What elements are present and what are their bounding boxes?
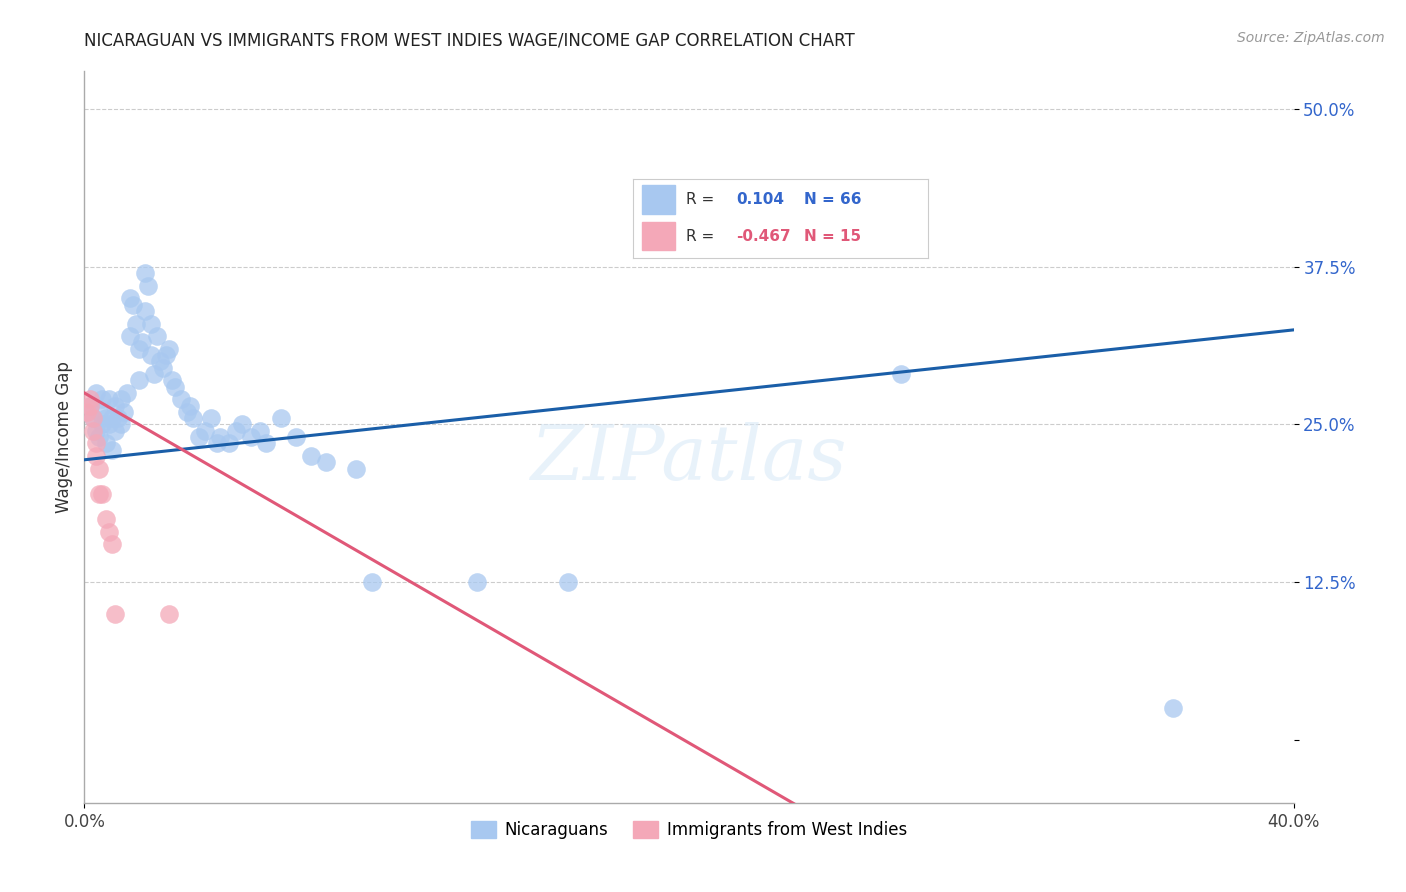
- Point: [82, 411, 104, 425]
- Text: ZIPatlas: ZIPatlas: [530, 422, 848, 496]
- Point: [179, 399, 201, 413]
- Point: [157, 607, 180, 621]
- Bar: [643, 222, 675, 251]
- Y-axis label: Wage/Income Gap: Wage/Income Gap: [55, 361, 73, 513]
- Point: [89, 430, 111, 444]
- Point: [155, 348, 177, 362]
- Point: [104, 607, 127, 621]
- Point: [89, 461, 111, 475]
- Point: [97, 392, 120, 407]
- Text: R =: R =: [686, 228, 714, 244]
- Point: [160, 373, 183, 387]
- Point: [118, 329, 141, 343]
- Point: [134, 266, 156, 280]
- Point: [100, 537, 122, 551]
- Point: [890, 367, 912, 381]
- Point: [315, 455, 337, 469]
- Point: [91, 392, 114, 407]
- Point: [225, 424, 247, 438]
- Point: [91, 417, 114, 432]
- Point: [128, 342, 150, 356]
- Point: [100, 411, 122, 425]
- Point: [86, 449, 108, 463]
- Point: [1161, 701, 1184, 715]
- Point: [94, 436, 117, 450]
- Point: [82, 411, 104, 425]
- Point: [285, 430, 308, 444]
- Point: [207, 436, 229, 450]
- Point: [89, 405, 111, 419]
- Point: [89, 487, 111, 501]
- Point: [165, 379, 187, 393]
- Text: 0.104: 0.104: [737, 192, 785, 207]
- Point: [254, 436, 277, 450]
- Point: [121, 298, 143, 312]
- Point: [557, 575, 579, 590]
- Point: [142, 367, 165, 381]
- Point: [209, 430, 232, 444]
- Point: [181, 411, 204, 425]
- Point: [104, 424, 127, 438]
- Point: [346, 461, 368, 475]
- Point: [76, 405, 98, 419]
- Point: [360, 575, 382, 590]
- Text: N = 15: N = 15: [804, 228, 860, 244]
- Point: [110, 417, 132, 432]
- Point: [107, 411, 129, 425]
- Point: [79, 399, 101, 413]
- Point: [112, 405, 135, 419]
- Point: [118, 291, 141, 305]
- Point: [79, 392, 101, 407]
- Point: [188, 430, 211, 444]
- Text: Source: ZipAtlas.com: Source: ZipAtlas.com: [1237, 31, 1385, 45]
- Bar: [643, 186, 675, 214]
- Point: [86, 436, 108, 450]
- Point: [136, 278, 159, 293]
- Point: [270, 411, 292, 425]
- Point: [149, 354, 172, 368]
- Point: [170, 392, 193, 407]
- Point: [82, 424, 104, 438]
- Point: [97, 524, 120, 539]
- Point: [134, 304, 156, 318]
- Point: [115, 386, 138, 401]
- Point: [467, 575, 489, 590]
- Point: [104, 399, 127, 413]
- Point: [231, 417, 253, 432]
- Point: [157, 342, 180, 356]
- Point: [249, 424, 271, 438]
- Point: [239, 430, 262, 444]
- Point: [299, 449, 322, 463]
- Point: [200, 411, 222, 425]
- Point: [139, 317, 162, 331]
- Point: [139, 348, 162, 362]
- Point: [86, 424, 108, 438]
- Point: [110, 392, 132, 407]
- Point: [91, 487, 114, 501]
- Point: [125, 317, 148, 331]
- Text: R =: R =: [686, 192, 714, 207]
- Point: [128, 373, 150, 387]
- Point: [86, 386, 108, 401]
- Text: N = 66: N = 66: [804, 192, 862, 207]
- Point: [218, 436, 240, 450]
- Point: [131, 335, 153, 350]
- Point: [176, 405, 198, 419]
- Point: [94, 411, 117, 425]
- Point: [146, 329, 169, 343]
- Text: -0.467: -0.467: [737, 228, 792, 244]
- Point: [94, 512, 117, 526]
- Text: NICARAGUAN VS IMMIGRANTS FROM WEST INDIES WAGE/INCOME GAP CORRELATION CHART: NICARAGUAN VS IMMIGRANTS FROM WEST INDIE…: [84, 31, 855, 49]
- Point: [79, 399, 101, 413]
- Point: [97, 417, 120, 432]
- Point: [100, 442, 122, 457]
- Point: [152, 360, 174, 375]
- Point: [194, 424, 217, 438]
- Legend: Nicaraguans, Immigrants from West Indies: Nicaraguans, Immigrants from West Indies: [464, 814, 914, 846]
